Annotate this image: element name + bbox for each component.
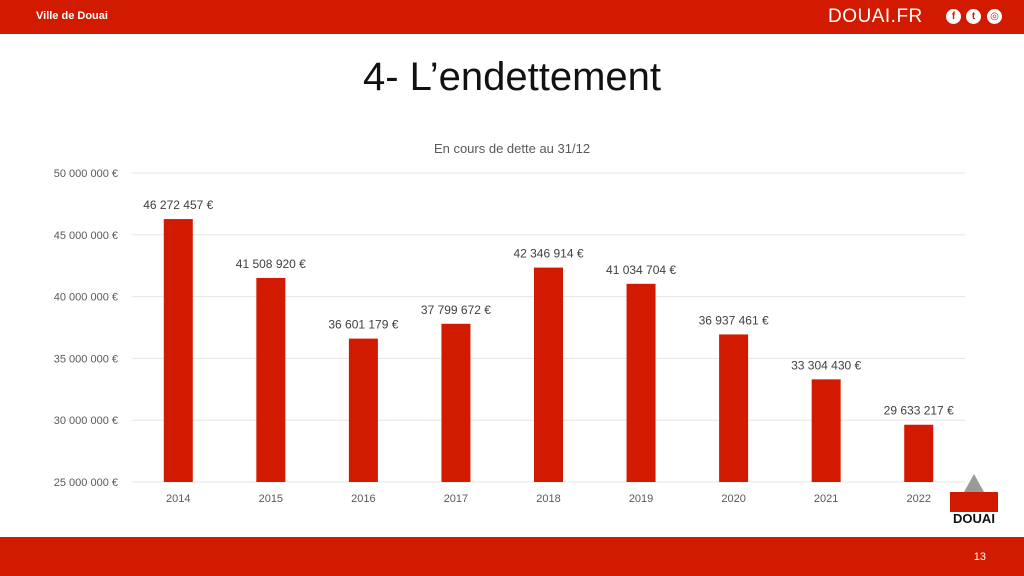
y-tick-label: 45 000 000 € <box>54 230 118 242</box>
x-tick-label: 2018 <box>536 493 560 505</box>
data-label: 42 346 914 € <box>513 247 583 261</box>
chart-title: En cours de dette au 31/12 <box>434 141 590 156</box>
bar-2022 <box>904 424 934 482</box>
data-label: 29 633 217 € <box>884 404 954 418</box>
bar-2020 <box>719 334 749 482</box>
bar-2018 <box>534 267 563 482</box>
twitter-icon[interactable]: t <box>966 9 981 24</box>
y-tick-label: 25 000 000 € <box>54 477 118 489</box>
bar-2015 <box>256 277 286 482</box>
bar-2016 <box>348 338 378 482</box>
data-label: 46 272 457 € <box>143 198 213 212</box>
data-label: 41 508 920 € <box>236 257 306 271</box>
slide-title: 4- L’endettement <box>363 55 661 99</box>
x-tick-label: 2017 <box>444 493 468 505</box>
y-tick-label: 35 000 000 € <box>54 353 118 365</box>
instagram-icon[interactable]: ◎ <box>987 9 1002 24</box>
page-number: 13 <box>973 551 986 563</box>
x-tick-label: 2015 <box>259 493 283 505</box>
data-label: 41 034 704 € <box>606 263 676 277</box>
data-label: 36 937 461 € <box>699 313 769 327</box>
bar-2017 <box>441 323 471 482</box>
facebook-icon[interactable]: f <box>946 9 961 24</box>
x-tick-label: 2014 <box>166 493 190 505</box>
bar-2019 <box>626 283 656 482</box>
x-tick-label: 2016 <box>351 493 375 505</box>
city-label: Ville de Douai <box>36 10 108 22</box>
bar-2021 <box>811 379 841 482</box>
data-label: 37 799 672 € <box>421 303 491 317</box>
x-tick-label: 2019 <box>629 493 653 505</box>
footer-bar: 13 <box>0 537 1024 576</box>
douai-logo: DOUAI <box>950 474 998 526</box>
y-tick-label: 30 000 000 € <box>54 415 118 427</box>
data-label: 33 304 430 € <box>791 358 861 372</box>
bar-2014 <box>163 219 193 482</box>
y-tick-label: 50 000 000 € <box>54 168 118 180</box>
site-label[interactable]: DOUAI.FR <box>828 6 923 27</box>
x-tick-label: 2020 <box>721 493 745 505</box>
header-bar: Ville de Douai DOUAI.FR f t ◎ <box>0 0 1024 34</box>
x-tick-label: 2022 <box>906 493 930 505</box>
data-label: 36 601 179 € <box>328 318 398 332</box>
x-tick-label: 2021 <box>814 493 838 505</box>
logo-text: DOUAI <box>953 511 995 526</box>
y-tick-label: 40 000 000 € <box>54 292 118 304</box>
